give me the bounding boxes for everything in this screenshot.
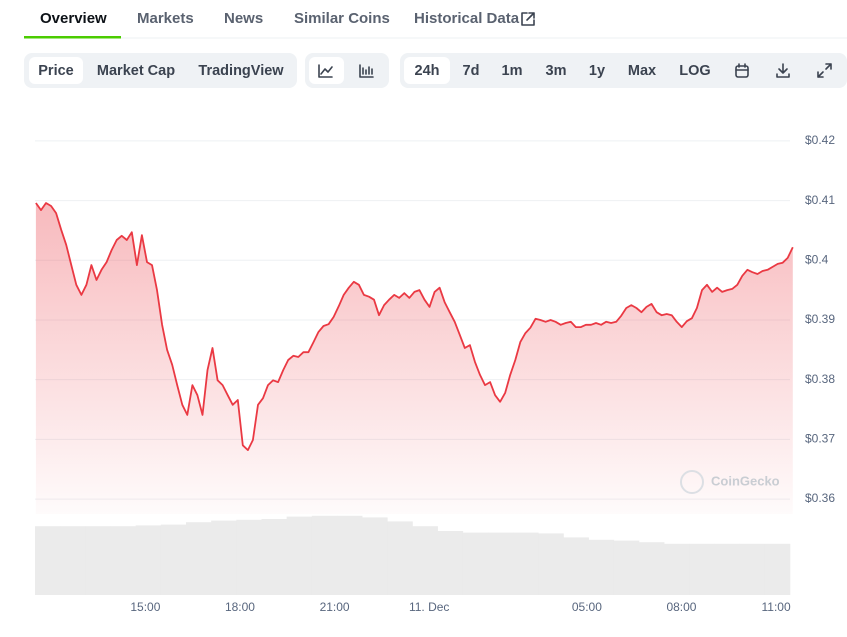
volume-bar	[488, 532, 514, 595]
volume-bar	[739, 543, 766, 595]
volume-bar	[563, 537, 589, 595]
volume-bar	[513, 532, 539, 595]
active-tab-underline	[24, 36, 121, 39]
volume-bar	[387, 521, 413, 595]
tab[interactable]: Markets	[137, 10, 194, 27]
range-button[interactable]: 7d	[463, 63, 480, 79]
watermark: CoinGecko	[680, 470, 780, 494]
volume-bar	[110, 526, 136, 595]
volume-bar	[462, 532, 489, 595]
toolbar: Price Market Cap TradingView 24h 7d 1m 3m 1y Max…	[24, 53, 847, 88]
external-link-icon	[521, 12, 535, 26]
volume-bar	[588, 539, 615, 595]
download-button[interactable]	[776, 63, 790, 78]
range-button[interactable]: Max	[628, 63, 656, 79]
range-button[interactable]: 1m	[502, 63, 523, 79]
range-button[interactable]: 3m	[546, 63, 567, 79]
candle-chart-button[interactable]	[359, 64, 374, 78]
plot: $0.36 $0.37 $0.38 $0.39 $0.4 $0.41 $0.42 15:00 1…	[35, 133, 835, 614]
active-view	[29, 57, 83, 84]
range-button[interactable]: 1y	[589, 63, 605, 79]
fullscreen-button[interactable]	[817, 63, 832, 78]
volume-bar	[261, 519, 287, 595]
volume-bar	[538, 533, 564, 595]
range-button[interactable]: 24h	[415, 63, 440, 79]
view-button[interactable]: Market Cap	[97, 63, 175, 79]
volume-bar	[85, 526, 111, 595]
tab[interactable]: Historical Data	[414, 10, 520, 27]
range-button[interactable]: LOG	[679, 63, 710, 79]
volume-bar	[337, 515, 363, 595]
tab[interactable]: Overview	[40, 10, 107, 27]
volume-bar	[664, 543, 690, 595]
volume-bar	[412, 526, 438, 595]
line-chart-button[interactable]	[318, 64, 333, 78]
volume-bar	[764, 543, 791, 595]
view-button[interactable]: TradingView	[198, 63, 284, 79]
x-tick-label: 05:00	[572, 600, 602, 614]
x-tick-label: 11:00	[762, 600, 791, 614]
y-tick-label: $0.39	[805, 312, 835, 326]
volume-bar	[714, 543, 740, 595]
calendar-button[interactable]	[735, 63, 749, 78]
volume-bar	[311, 515, 338, 595]
y-tick-label: $0.37	[805, 432, 835, 446]
y-tick-label: $0.36	[805, 491, 835, 505]
active-range	[404, 57, 450, 84]
volume-bar	[613, 540, 640, 595]
price-line	[35, 202, 794, 451]
view-button[interactable]: Price	[38, 63, 73, 79]
y-tick-label: $0.41	[805, 193, 835, 207]
volume-bar	[236, 519, 262, 595]
tab-bar: Overview Markets News Similar Coins Historic…	[24, 10, 847, 39]
x-tick-label: 15:00	[130, 600, 160, 614]
volume-bar	[186, 522, 212, 595]
volume-bar	[286, 516, 313, 595]
y-tick-label: $0.38	[805, 372, 835, 386]
y-tick-label: $0.42	[805, 133, 835, 147]
tab[interactable]: Similar Coins	[294, 10, 390, 27]
x-tick-label: 11. Dec	[409, 600, 449, 614]
range-group	[400, 53, 847, 88]
price-area	[35, 203, 793, 514]
x-tick-label: 08:00	[666, 600, 696, 614]
x-tick-label: 21:00	[320, 600, 350, 614]
y-tick-label: $0.4	[805, 252, 829, 266]
volume-bar	[689, 543, 715, 595]
view-group	[24, 53, 297, 88]
volume-bar	[211, 520, 237, 595]
volume-bar	[362, 517, 388, 595]
tab[interactable]: News	[224, 10, 263, 27]
x-tick-label: 18:00	[225, 600, 255, 614]
volume-bar	[639, 542, 665, 595]
volume-bar	[60, 526, 86, 595]
watermark-text: CoinGecko	[711, 473, 780, 488]
volume-bar	[135, 525, 162, 595]
volume-bar	[35, 526, 61, 595]
volume-bar	[437, 531, 464, 595]
watermark-logo	[680, 470, 704, 494]
volume-bar	[160, 524, 187, 595]
